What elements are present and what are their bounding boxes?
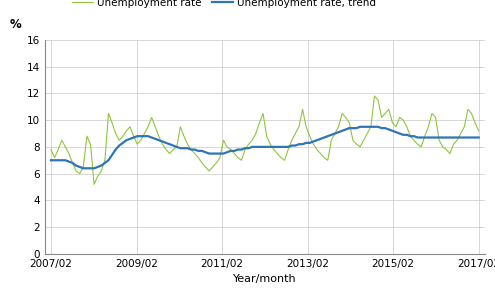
Unemployment rate, trend [167,142,173,146]
Unemployment rate [371,94,377,98]
Unemployment rate, trend [393,130,399,134]
Unemployment rate [142,132,148,135]
Unemployment rate, trend [48,159,54,162]
Unemployment rate, trend [142,134,148,138]
Unemployment rate [469,112,475,115]
Unemployment rate, trend [476,136,482,139]
Legend: Unemployment rate, Unemployment rate, trend: Unemployment rate, Unemployment rate, tr… [72,0,376,8]
Unemployment rate [289,138,295,142]
Line: Unemployment rate, trend: Unemployment rate, trend [51,127,479,168]
Unemployment rate [393,125,399,129]
Text: %: % [9,18,21,31]
Line: Unemployment rate: Unemployment rate [51,96,479,184]
Unemployment rate, trend [80,166,86,170]
Unemployment rate [91,182,97,186]
Unemployment rate [346,121,352,125]
Unemployment rate, trend [346,126,352,130]
X-axis label: Year/month: Year/month [233,274,297,284]
Unemployment rate [476,129,482,133]
Unemployment rate, trend [289,144,295,147]
Unemployment rate, trend [469,136,475,139]
Unemployment rate [48,148,54,151]
Unemployment rate, trend [357,125,363,129]
Unemployment rate [167,152,173,155]
